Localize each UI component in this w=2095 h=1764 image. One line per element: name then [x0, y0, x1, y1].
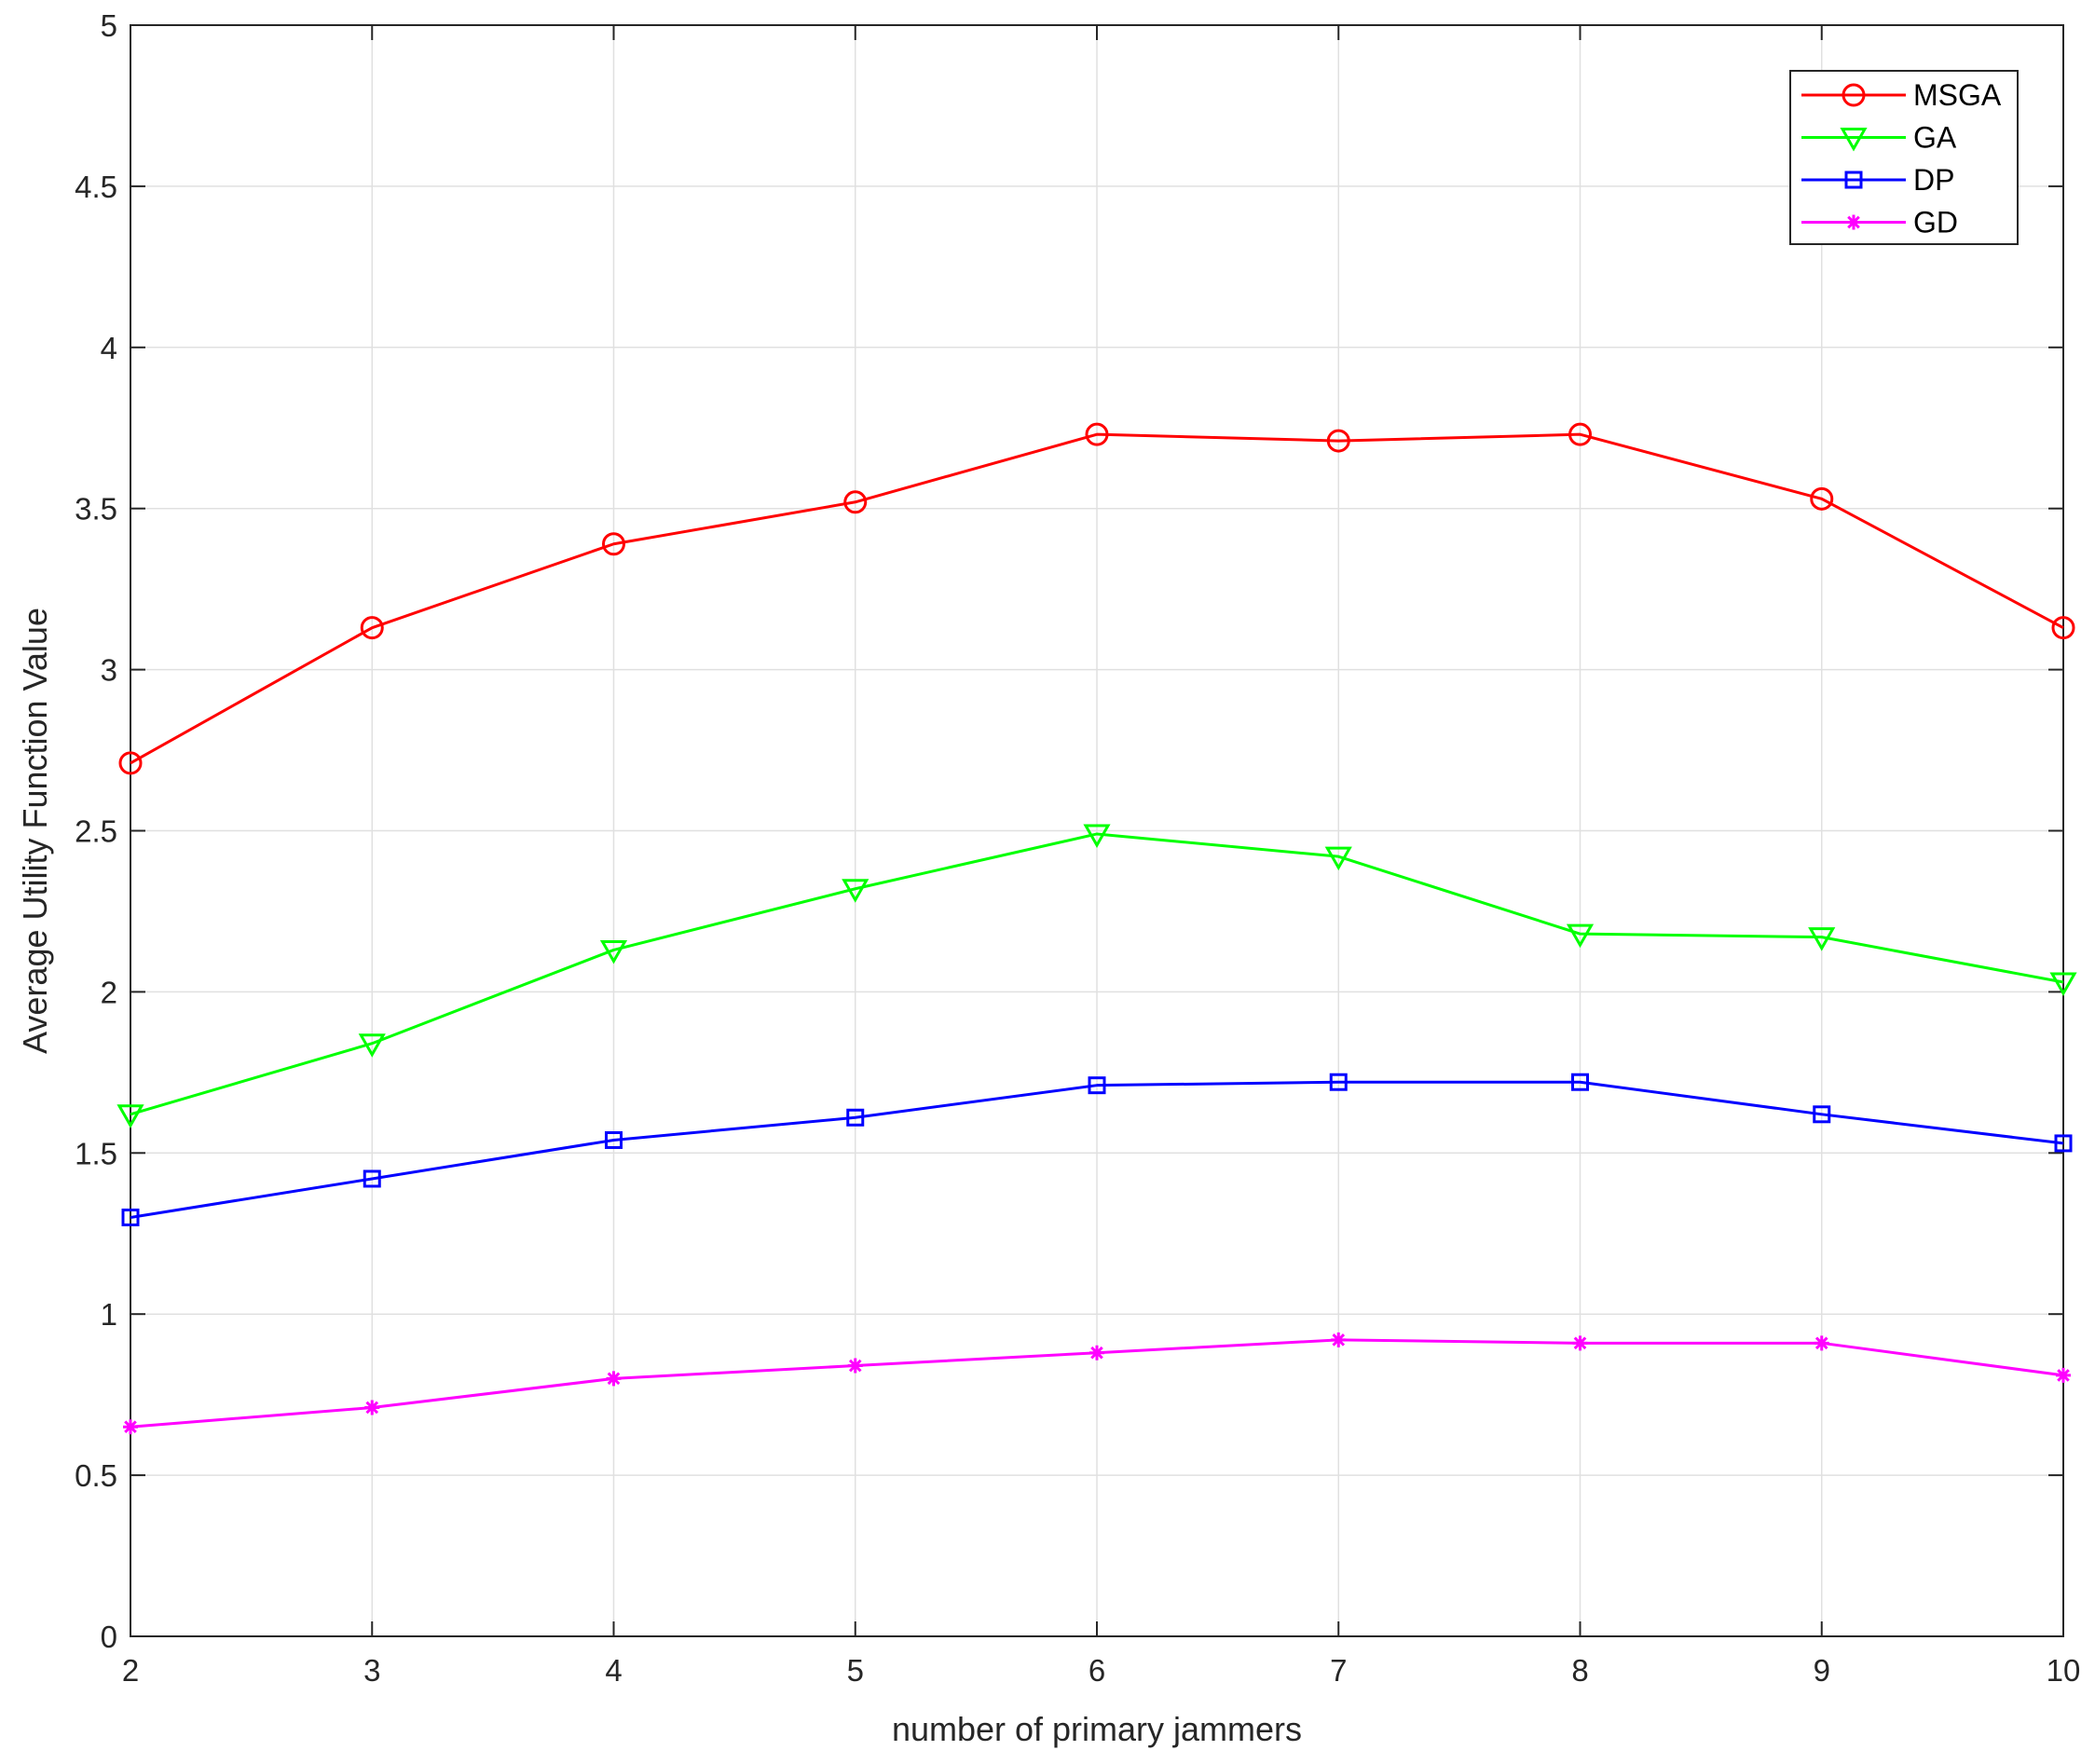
legend: MSGA GA DP GD [1789, 70, 2019, 245]
x-tick-label: 6 [1089, 1653, 1105, 1688]
x-tick-label: 2 [122, 1653, 139, 1688]
series-line-ga [130, 832, 2064, 1116]
y-tick-label: 3.5 [75, 492, 117, 526]
data-point-dp [1571, 1073, 1589, 1091]
data-point-ga [1083, 824, 1111, 848]
x-tick-label: 9 [1814, 1653, 1830, 1688]
y-tick-label: 4 [101, 331, 117, 365]
x-tick-label: 5 [847, 1653, 864, 1688]
legend-label-ga: GA [1913, 121, 1957, 155]
legend-marker-gd [1846, 214, 1861, 230]
y-tick-label: 2.5 [75, 814, 117, 849]
y-tick-label: 4.5 [75, 170, 117, 204]
x-tick-label: 4 [605, 1653, 622, 1688]
x-axis-label: number of primary jammers [892, 1710, 1302, 1748]
legend-label-gd: GD [1913, 206, 1958, 239]
data-point-msga [2051, 616, 2075, 640]
data-point-ga [842, 879, 869, 903]
legend-item-msga: MSGA [1801, 78, 2002, 112]
legend-item-gd: GD [1801, 206, 1958, 239]
data-point-gd [1814, 1335, 1829, 1351]
x-tick-label: 8 [1571, 1653, 1588, 1688]
grid [130, 24, 2064, 1637]
data-point-msga [1085, 422, 1109, 446]
data-point-ga [599, 939, 628, 964]
data-point-dp [1329, 1073, 1348, 1091]
legend-label-dp: DP [1913, 163, 1954, 197]
legend-marker-ga [1840, 128, 1868, 152]
data-point-gd [123, 1419, 138, 1435]
data-point-msga [843, 490, 868, 514]
series-msga [118, 422, 2075, 775]
data-point-dp [2054, 1134, 2073, 1153]
y-tick-label: 5 [101, 8, 117, 43]
series-lines [116, 422, 2077, 1435]
data-point-gd [606, 1371, 622, 1387]
data-point-ga [116, 1104, 144, 1128]
x-tick-label: 3 [363, 1653, 380, 1688]
data-point-gd [2056, 1367, 2071, 1383]
y-tick-label: 0 [101, 1620, 117, 1654]
data-point-ga [358, 1033, 386, 1058]
data-point-ga [1566, 923, 1595, 949]
series-dp [121, 1073, 2073, 1226]
data-point-dp [846, 1108, 865, 1127]
data-point-dp [605, 1130, 623, 1149]
y-axis-label: Average Utility Function Value [16, 608, 54, 1054]
data-point-gd [1572, 1335, 1588, 1351]
legend-item-ga: GA [1801, 121, 1957, 155]
legend-marker-dp [1844, 171, 1863, 189]
data-point-msga [360, 616, 384, 640]
data-point-msga [1326, 429, 1350, 453]
series-line-dp [130, 1080, 2064, 1219]
series-gd [123, 1332, 2071, 1435]
data-point-ga [1324, 846, 1352, 871]
data-point-gd [1089, 1345, 1104, 1361]
x-tick-label: 10 [2047, 1653, 2081, 1688]
series-ga [116, 824, 2077, 1128]
data-point-msga [118, 751, 143, 775]
data-point-gd [1331, 1332, 1347, 1347]
legend-item-dp: DP [1801, 163, 1954, 197]
y-tick-label: 1 [101, 1297, 117, 1332]
legend-box [1789, 70, 2019, 245]
y-tick-label: 1.5 [75, 1136, 117, 1170]
data-point-dp [1088, 1076, 1106, 1095]
data-point-ga [2049, 972, 2077, 997]
legend-marker-msga [1842, 83, 1866, 107]
data-point-ga [1808, 927, 1836, 951]
data-point-dp [363, 1169, 381, 1188]
data-point-msga [1810, 486, 1834, 511]
data-point-dp [121, 1208, 140, 1226]
series-line-msga [130, 432, 2064, 765]
y-tick-label: 0.5 [75, 1458, 117, 1493]
x-tick-label: 7 [1330, 1653, 1347, 1688]
data-point-gd [364, 1400, 380, 1415]
legend-label-msga: MSGA [1913, 78, 2002, 112]
axis-ticks: 2 3 4 5 6 7 8 9 10 0 0.5 1 1.5 2 2.5 3 3.5 4 4.5 5 [75, 8, 2080, 1688]
data-point-gd [847, 1358, 863, 1374]
data-point-msga [1568, 422, 1592, 446]
y-tick-label: 3 [101, 653, 117, 688]
y-tick-label: 2 [101, 975, 117, 1009]
data-point-msga [602, 532, 625, 556]
data-point-dp [1813, 1105, 1831, 1124]
